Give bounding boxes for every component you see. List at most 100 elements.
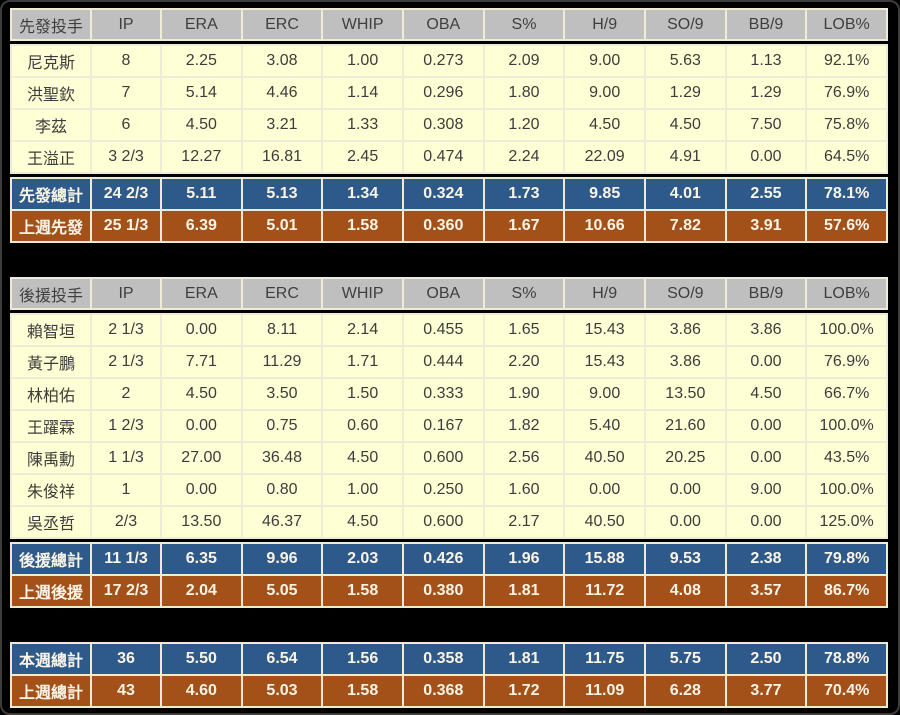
stat-value-cell: 15.43 <box>565 347 644 377</box>
stat-value-cell: 1.00 <box>323 475 402 505</box>
stat-value-cell: 5.14 <box>162 78 241 108</box>
stat-value-cell: 0.00 <box>726 507 806 537</box>
player-row: 王躍霖 1 2/3 0.00 0.75 0.60 0.167 1.82 5.40 21.60 0.… <box>12 411 886 441</box>
stat-value-cell: 4.50 <box>645 110 725 140</box>
stat-value-cell: 1.73 <box>484 179 564 209</box>
stat-value-cell: 3.77 <box>726 676 806 706</box>
stat-value-cell: 36.48 <box>242 443 322 473</box>
column-header-cell: BB/9 <box>726 279 806 308</box>
stat-value-cell: 0.455 <box>403 315 483 345</box>
stat-value-cell: 20.25 <box>645 443 725 473</box>
column-header-cell: ERA <box>162 279 241 308</box>
player-row: 王溢正 3 2/3 12.27 16.81 2.45 0.474 2.24 22.09 4.91… <box>12 142 886 172</box>
stat-value-cell: 1.50 <box>323 379 402 409</box>
stat-value-cell: 0.296 <box>403 78 483 108</box>
row-label-cell: 賴智垣 <box>12 315 90 345</box>
row-label-cell: 洪聖欽 <box>12 78 90 108</box>
column-header-cell: LOB% <box>807 10 886 39</box>
stat-value-cell: 3 2/3 <box>92 142 160 172</box>
stat-value-cell: 1.20 <box>484 110 564 140</box>
stat-value-cell: 13.50 <box>645 379 725 409</box>
row-label-cell: 林柏佑 <box>12 379 90 409</box>
row-label-cell: 後援總計 <box>12 544 90 574</box>
stat-value-cell: 3.50 <box>242 379 322 409</box>
row-label-cell: 朱俊祥 <box>12 475 90 505</box>
row-label-cell: 尼克斯 <box>12 46 90 76</box>
stat-value-cell: 8 <box>92 46 160 76</box>
column-header-cell: IP <box>92 10 160 39</box>
stat-value-cell: 2.20 <box>484 347 564 377</box>
player-row: 賴智垣 2 1/3 0.00 8.11 2.14 0.455 1.65 15.43 3.86 3.… <box>12 315 886 345</box>
column-header-cell: OBA <box>403 10 483 39</box>
stat-value-cell: 13.50 <box>162 507 241 537</box>
column-header-cell: S% <box>484 10 564 39</box>
column-header-cell: WHIP <box>323 279 402 308</box>
stat-value-cell: 4.46 <box>242 78 322 108</box>
column-header-cell: WHIP <box>323 10 402 39</box>
stat-value-cell: 0.474 <box>403 142 483 172</box>
stat-value-cell: 1.90 <box>484 379 564 409</box>
stat-value-cell: 2.55 <box>726 179 806 209</box>
stat-value-cell: 2 1/3 <box>92 347 160 377</box>
stat-value-cell: 0.00 <box>726 347 806 377</box>
stat-value-cell: 2.17 <box>484 507 564 537</box>
stat-value-cell: 1.96 <box>484 544 564 574</box>
column-header-cell: ERA <box>162 10 241 39</box>
stat-value-cell: 4.50 <box>162 379 241 409</box>
stat-value-cell: 1.81 <box>484 576 564 606</box>
row-label-cell: 上週後援 <box>12 576 90 606</box>
stat-value-cell: 1.58 <box>323 211 402 241</box>
stat-value-cell: 9.85 <box>565 179 644 209</box>
total-row: 先發總計 24 2/3 5.11 5.13 1.34 0.324 1.73 9.85 4.01 2… <box>12 179 886 209</box>
stat-value-cell: 125.0% <box>807 507 886 537</box>
stat-value-cell: 3.86 <box>645 315 725 345</box>
stat-value-cell: 0.00 <box>645 507 725 537</box>
stat-value-cell: 1.72 <box>484 676 564 706</box>
stat-value-cell: 0.80 <box>242 475 322 505</box>
header-row: 後援投手 IP ERA ERC WHIP OBA S% H/9 SO/9 BB/9 LOB% <box>10 277 888 310</box>
stat-value-cell: 66.7% <box>807 379 886 409</box>
stat-value-cell: 86.7% <box>807 576 886 606</box>
stat-value-cell: 92.1% <box>807 46 886 76</box>
player-rows-block: 尼克斯 8 2.25 3.08 1.00 0.273 2.09 9.00 5.63 1.13 92.… <box>10 44 888 174</box>
stat-value-cell: 5.40 <box>565 411 644 441</box>
stat-value-cell: 43.5% <box>807 443 886 473</box>
stat-value-cell: 46.37 <box>242 507 322 537</box>
stat-value-cell: 3.57 <box>726 576 806 606</box>
column-header-cell: S% <box>484 279 564 308</box>
stat-value-cell: 1.60 <box>484 475 564 505</box>
stat-value-cell: 2/3 <box>92 507 160 537</box>
stat-value-cell: 5.75 <box>645 644 725 674</box>
stat-value-cell: 4.50 <box>323 443 402 473</box>
stat-value-cell: 2.38 <box>726 544 806 574</box>
weekly-summary-table: 本週總計 36 5.50 6.54 1.56 0.358 1.81 11.75 5.75 2.50… <box>10 642 888 708</box>
stat-value-cell: 0.167 <box>403 411 483 441</box>
stat-value-cell: 5.11 <box>162 179 241 209</box>
stat-value-cell: 16.81 <box>242 142 322 172</box>
stat-value-cell: 2.09 <box>484 46 564 76</box>
stat-value-cell: 70.4% <box>807 676 886 706</box>
stat-value-cell: 2.03 <box>323 544 402 574</box>
stat-value-cell: 9.00 <box>565 46 644 76</box>
stat-value-cell: 2.04 <box>162 576 241 606</box>
stat-value-cell: 24 2/3 <box>92 179 160 209</box>
stat-value-cell: 0.308 <box>403 110 483 140</box>
row-label-cell: 李茲 <box>12 110 90 140</box>
stat-value-cell: 0.00 <box>162 411 241 441</box>
stat-value-cell: 1.14 <box>323 78 402 108</box>
stat-value-cell: 9.96 <box>242 544 322 574</box>
stat-value-cell: 27.00 <box>162 443 241 473</box>
column-header-cell: IP <box>92 279 160 308</box>
totals-block: 本週總計 36 5.50 6.54 1.56 0.358 1.81 11.75 5.75 2.50… <box>10 642 888 708</box>
column-header-cell: SO/9 <box>645 10 725 39</box>
stat-value-cell: 2.50 <box>726 644 806 674</box>
column-header-cell: SO/9 <box>645 279 725 308</box>
stat-value-cell: 8.11 <box>242 315 322 345</box>
stat-value-cell: 1.80 <box>484 78 564 108</box>
stat-value-cell: 1.00 <box>323 46 402 76</box>
column-header-cell: H/9 <box>565 279 644 308</box>
total-row: 後援總計 11 1/3 6.35 9.96 2.03 0.426 1.96 15.88 9.53… <box>12 544 886 574</box>
player-row: 李茲 6 4.50 3.21 1.33 0.308 1.20 4.50 4.50 7.50 75.8… <box>12 110 886 140</box>
stat-value-cell: 0.00 <box>645 475 725 505</box>
row-label-cell: 本週總計 <box>12 644 90 674</box>
